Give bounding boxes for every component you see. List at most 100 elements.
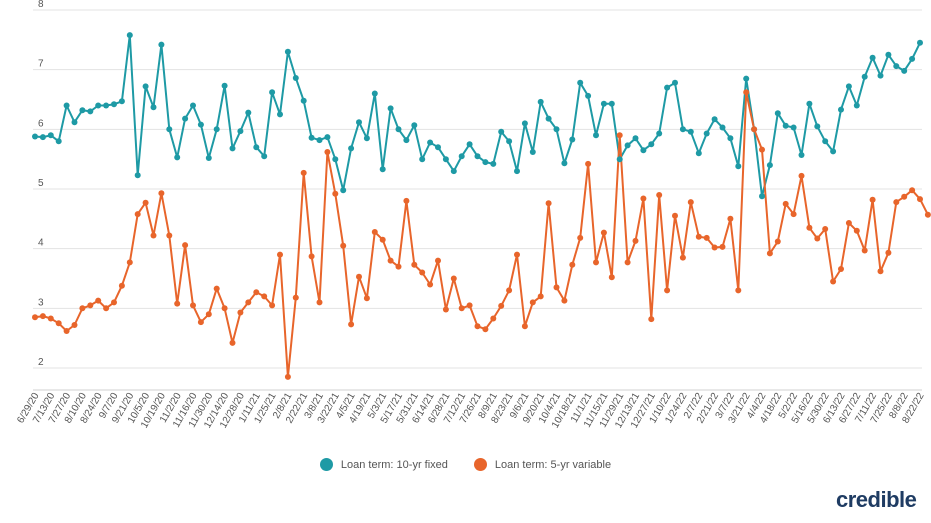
data-point[interactable] <box>498 302 505 309</box>
data-point[interactable] <box>182 115 189 122</box>
data-point[interactable] <box>482 326 489 333</box>
data-point[interactable] <box>395 126 402 133</box>
data-point[interactable] <box>766 162 773 169</box>
data-point[interactable] <box>664 287 671 294</box>
data-point[interactable] <box>529 149 536 155</box>
data-point[interactable] <box>569 261 576 268</box>
data-point[interactable] <box>229 145 236 152</box>
data-point[interactable] <box>403 137 410 144</box>
data-point[interactable] <box>853 102 860 109</box>
data-point[interactable] <box>703 130 710 137</box>
data-point[interactable] <box>901 193 908 200</box>
data-point[interactable] <box>703 234 710 241</box>
data-point[interactable] <box>458 153 465 160</box>
data-point[interactable] <box>292 75 299 81</box>
data-point[interactable] <box>300 169 307 176</box>
data-point[interactable] <box>419 269 426 276</box>
data-point[interactable] <box>759 193 765 200</box>
data-point[interactable] <box>435 257 441 264</box>
data-point[interactable] <box>308 253 315 260</box>
data-point[interactable] <box>427 139 434 146</box>
data-point[interactable] <box>616 132 623 139</box>
data-point[interactable] <box>490 160 497 167</box>
data-point[interactable] <box>600 229 607 236</box>
data-point[interactable] <box>126 259 133 266</box>
data-point[interactable] <box>253 144 260 151</box>
data-point[interactable] <box>545 200 552 207</box>
data-point[interactable] <box>395 263 402 270</box>
data-point[interactable] <box>917 39 923 46</box>
data-point[interactable] <box>269 89 276 96</box>
data-point[interactable] <box>450 275 457 282</box>
data-point[interactable] <box>229 339 236 346</box>
data-point[interactable] <box>435 144 441 151</box>
data-point[interactable] <box>782 200 789 207</box>
data-point[interactable] <box>924 211 931 218</box>
data-point[interactable] <box>111 101 117 108</box>
data-point[interactable] <box>853 227 860 234</box>
data-point[interactable] <box>442 306 449 313</box>
data-point[interactable] <box>506 287 513 294</box>
data-point[interactable] <box>63 328 70 334</box>
data-point[interactable] <box>830 278 837 285</box>
data-point[interactable] <box>822 138 829 145</box>
data-point[interactable] <box>529 299 536 306</box>
data-point[interactable] <box>126 32 133 39</box>
data-point[interactable] <box>47 315 54 322</box>
data-point[interactable] <box>679 254 686 261</box>
data-point[interactable] <box>774 110 781 117</box>
data-point[interactable] <box>593 132 599 139</box>
data-point[interactable] <box>71 119 78 126</box>
data-point[interactable] <box>55 138 62 145</box>
data-point[interactable] <box>806 100 813 107</box>
data-point[interactable] <box>861 73 868 80</box>
data-point[interactable] <box>150 104 157 111</box>
data-point[interactable] <box>118 98 125 105</box>
data-point[interactable] <box>759 146 765 153</box>
data-point[interactable] <box>261 293 268 300</box>
data-point[interactable] <box>363 135 370 142</box>
data-point[interactable] <box>514 168 520 175</box>
data-point[interactable] <box>466 302 473 309</box>
data-point[interactable] <box>32 133 38 140</box>
data-point[interactable] <box>356 273 362 280</box>
data-point[interactable] <box>197 319 204 326</box>
data-point[interactable] <box>893 199 900 206</box>
data-point[interactable] <box>284 373 291 380</box>
data-point[interactable] <box>893 63 900 70</box>
data-point[interactable] <box>727 215 734 222</box>
data-point[interactable] <box>79 305 86 312</box>
data-point[interactable] <box>521 323 528 330</box>
data-point[interactable] <box>95 102 102 109</box>
data-point[interactable] <box>553 126 560 133</box>
data-point[interactable] <box>205 311 212 318</box>
data-point[interactable] <box>63 102 70 109</box>
data-point[interactable] <box>348 145 355 152</box>
data-point[interactable] <box>213 285 220 292</box>
data-point[interactable] <box>150 232 157 239</box>
data-point[interactable] <box>379 236 386 243</box>
data-point[interactable] <box>766 250 773 257</box>
data-point[interactable] <box>221 82 228 89</box>
data-point[interactable] <box>506 138 513 145</box>
data-point[interactable] <box>814 235 821 242</box>
data-point[interactable] <box>379 166 386 173</box>
data-point[interactable] <box>332 190 339 197</box>
data-point[interactable] <box>158 41 165 48</box>
data-point[interactable] <box>316 299 323 306</box>
data-point[interactable] <box>284 48 291 55</box>
data-point[interactable] <box>308 134 315 141</box>
data-point[interactable] <box>735 163 742 170</box>
data-point[interactable] <box>640 147 647 154</box>
data-point[interactable] <box>427 281 434 288</box>
data-point[interactable] <box>672 212 678 219</box>
data-point[interactable] <box>695 150 702 157</box>
data-point[interactable] <box>490 315 497 322</box>
data-point[interactable] <box>166 126 173 133</box>
data-point[interactable] <box>245 109 252 116</box>
data-point[interactable] <box>861 247 868 254</box>
data-point[interactable] <box>32 314 38 321</box>
data-point[interactable] <box>47 132 54 139</box>
data-point[interactable] <box>371 229 378 235</box>
data-point[interactable] <box>442 156 449 163</box>
